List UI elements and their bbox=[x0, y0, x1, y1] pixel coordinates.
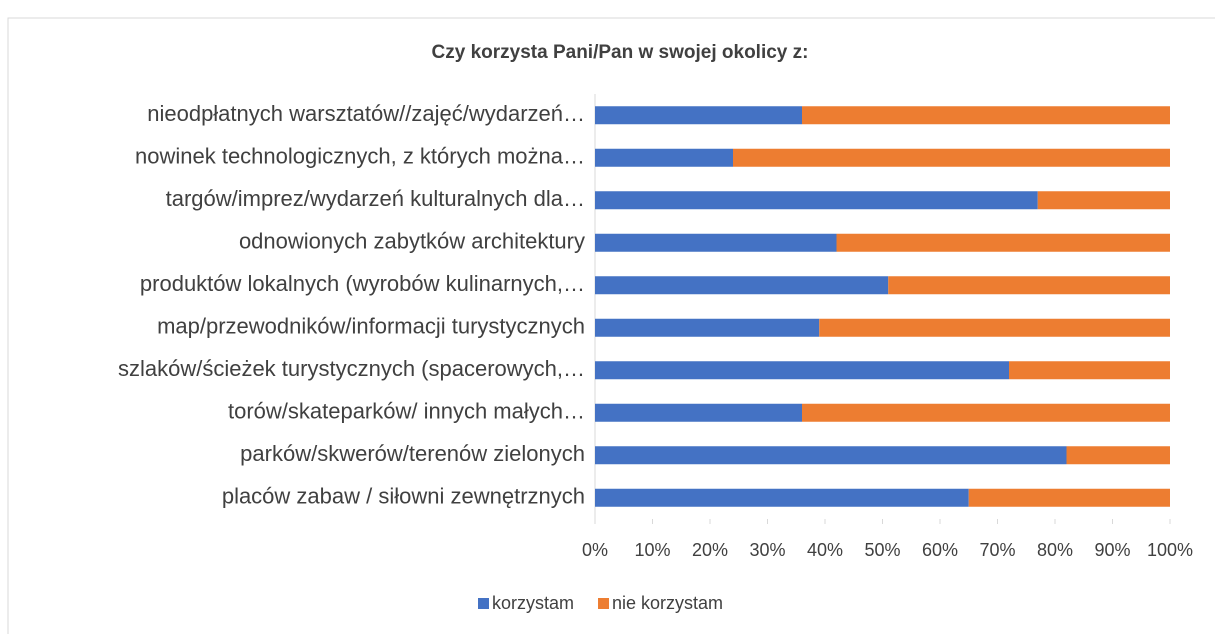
y-tick-label: map/przewodników/informacji turystycznyc… bbox=[157, 314, 585, 339]
x-tick-label: 40% bbox=[807, 540, 843, 560]
x-tick-label: 80% bbox=[1037, 540, 1073, 560]
x-tick-label: 10% bbox=[634, 540, 670, 560]
y-tick-label: szlaków/ścieżek turystycznych (spacerowy… bbox=[118, 356, 585, 381]
x-tick-label: 100% bbox=[1147, 540, 1193, 560]
x-tick-label: 50% bbox=[864, 540, 900, 560]
bar-segment bbox=[595, 361, 1009, 380]
bar-segment bbox=[1037, 191, 1170, 210]
x-tick-label: 70% bbox=[979, 540, 1015, 560]
bar-segment bbox=[836, 233, 1170, 252]
x-tick-label: 60% bbox=[922, 540, 958, 560]
x-tick-label: 30% bbox=[749, 540, 785, 560]
bar-segment bbox=[1066, 446, 1170, 465]
bar-segment bbox=[802, 403, 1170, 422]
legend-swatch bbox=[598, 598, 610, 609]
bar-segment bbox=[595, 233, 837, 252]
y-tick-label: torów/skateparków/ innych małych… bbox=[228, 399, 585, 424]
chart-title: Czy korzysta Pani/Pan w swojej okolicy z… bbox=[432, 42, 809, 63]
bar-segment bbox=[595, 318, 820, 337]
bar-segment bbox=[819, 318, 1170, 337]
bar-segment bbox=[595, 148, 733, 167]
bar-segment bbox=[595, 446, 1067, 465]
y-tick-label: nieodpłatnych warsztatów//zajęć/wydarzeń… bbox=[147, 101, 585, 126]
bar-segment bbox=[595, 276, 889, 295]
x-tick-label: 0% bbox=[582, 540, 608, 560]
x-tick-label: 90% bbox=[1094, 540, 1130, 560]
bar-segment bbox=[595, 488, 969, 507]
y-tick-label: placów zabaw / siłowni zewnętrznych bbox=[222, 484, 585, 509]
bar-segment bbox=[595, 106, 802, 125]
bar-segment bbox=[1009, 361, 1170, 380]
y-tick-label: odnowionych zabytków architektury bbox=[239, 229, 585, 254]
bar-segment bbox=[968, 488, 1170, 507]
bar-segment bbox=[802, 106, 1170, 125]
bar-segment bbox=[595, 191, 1038, 210]
legend-swatch bbox=[478, 598, 489, 609]
x-tick-label: 20% bbox=[692, 540, 728, 560]
y-tick-label: nowinek technologicznych, z których możn… bbox=[135, 144, 585, 169]
y-tick-label: parków/skwerów/terenów zielonych bbox=[240, 441, 585, 466]
bar-segment bbox=[733, 148, 1170, 167]
y-tick-label: targów/imprez/wydarzeń kulturalnych dla… bbox=[166, 186, 585, 211]
bar-segment bbox=[595, 403, 802, 422]
bar-segment bbox=[888, 276, 1170, 295]
y-tick-label: produktów lokalnych (wyrobów kulinarnych… bbox=[140, 271, 585, 296]
legend-label: korzystam bbox=[492, 593, 574, 613]
legend-label: nie korzystam bbox=[612, 593, 723, 613]
